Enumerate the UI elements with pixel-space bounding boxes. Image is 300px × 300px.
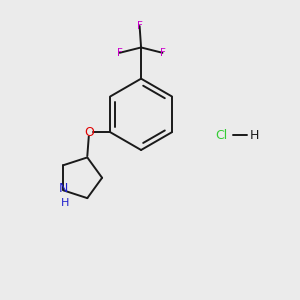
Text: O: O (84, 126, 94, 139)
Text: N: N (59, 182, 68, 195)
Text: F: F (160, 48, 165, 58)
Text: F: F (117, 48, 123, 58)
Text: H: H (61, 198, 69, 208)
Text: Cl: Cl (215, 129, 227, 142)
Text: H: H (249, 129, 259, 142)
Text: F: F (137, 21, 142, 31)
